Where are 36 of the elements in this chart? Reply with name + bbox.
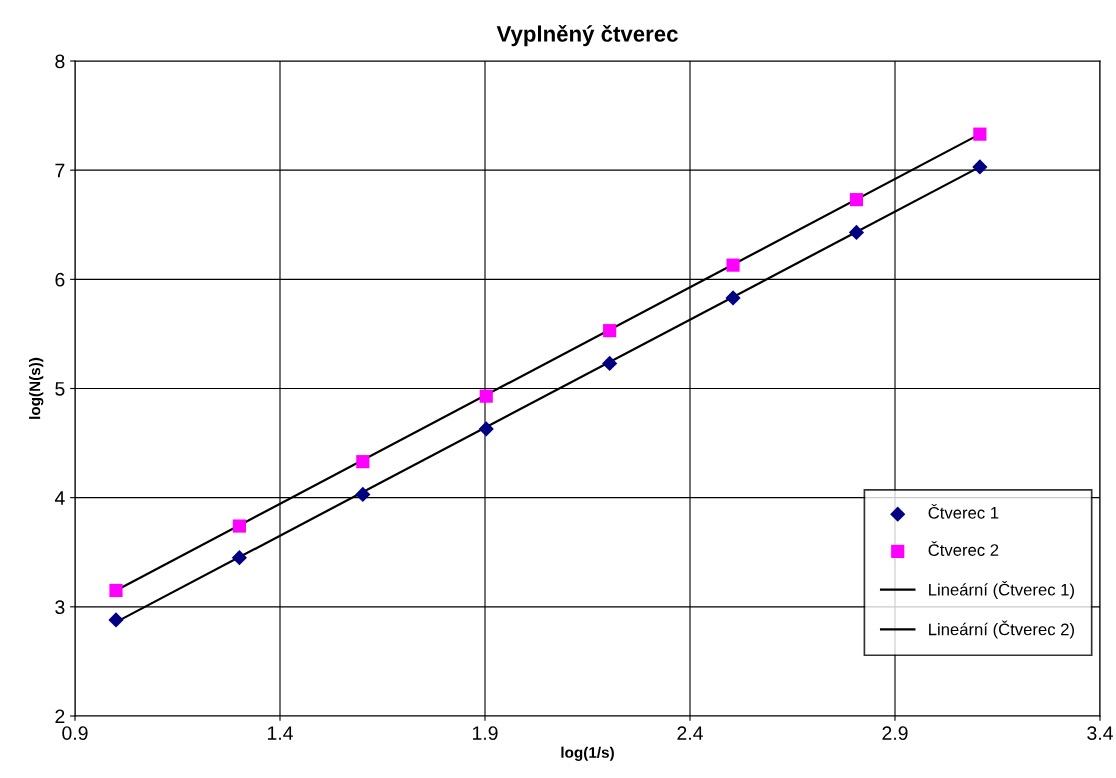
point (478, 421, 494, 437)
y-tick-label: 6 (55, 272, 65, 287)
point (603, 324, 617, 338)
point (972, 159, 988, 175)
chart-title: Vyplněný čtverec (496, 24, 678, 47)
point (602, 355, 618, 371)
y-axis-title: log(N(s)) (29, 357, 44, 419)
x-tick-label: 3.4 (1087, 726, 1113, 740)
y-tick-label: 7 (55, 163, 65, 178)
legend-label: Lineární (Čtverec 1) (929, 580, 1074, 599)
y-tick-label: 5 (55, 382, 65, 396)
x-tick-label: 2.9 (882, 726, 908, 740)
point (232, 519, 246, 533)
point (726, 258, 740, 272)
legend-label: Lineární (Čtverec 2) (929, 620, 1074, 639)
legend-label: Čtverec 1 (928, 504, 999, 519)
x-axis-title: log(1/s) (561, 746, 614, 761)
point (725, 290, 741, 306)
x-tick-label: 0.9 (62, 726, 88, 740)
point (973, 127, 987, 141)
y-tick-label: 3 (55, 600, 65, 615)
point (849, 193, 864, 207)
legend-label: Čtverec 2 (928, 541, 999, 556)
y-tick-label: 2 (55, 709, 65, 724)
x-tick-label: 1.9 (472, 726, 498, 740)
point (355, 486, 371, 502)
point (848, 224, 865, 240)
point (479, 389, 493, 403)
x-tick-label: 2.4 (677, 726, 703, 740)
y-tick-label: 8 (55, 54, 65, 69)
point (231, 550, 248, 566)
point (108, 612, 124, 628)
point (356, 455, 370, 469)
y-tick-label: 4 (54, 491, 65, 505)
x-tick-label: 1.4 (267, 726, 293, 740)
point (109, 583, 123, 598)
